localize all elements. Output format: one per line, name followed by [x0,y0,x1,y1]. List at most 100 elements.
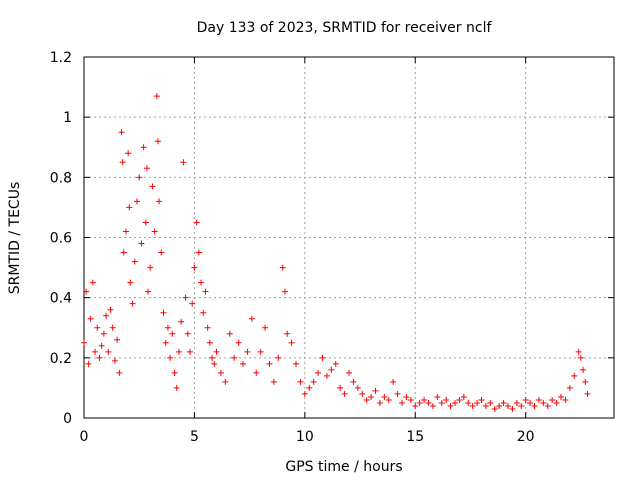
data-point [153,93,160,100]
data-point [87,315,94,322]
data-point [575,348,582,355]
x-tick-label: 20 [517,429,535,445]
data-point [114,336,121,343]
data-point [580,366,587,373]
y-tick-label: 1.2 [50,50,72,66]
data-point [118,129,125,136]
data-point [337,384,344,391]
data-point [184,330,191,337]
data-point [558,393,564,400]
data-point [240,360,246,367]
data-point [350,378,357,385]
data-point [257,348,264,355]
data-point [275,354,282,361]
data-point [328,366,335,373]
x-tick-label: 5 [190,429,199,445]
data-point [209,354,216,361]
grid-lines [84,57,614,418]
data-point [198,279,205,286]
data-point [266,360,273,367]
data-point [200,309,207,316]
data-point [116,369,123,376]
data-point [160,309,167,316]
data-point [460,393,467,400]
axis-ticks [83,56,614,419]
data-point [474,399,481,406]
data-series [81,93,591,412]
data-point [376,399,383,406]
data-point [500,399,507,406]
data-point [482,402,489,409]
data-point [122,228,129,235]
data-point [134,198,140,205]
data-point [407,396,414,403]
data-point [469,402,476,409]
data-point [262,324,269,331]
data-point [195,249,202,256]
data-point [149,183,156,190]
data-point [94,324,101,331]
data-point [297,378,304,385]
data-point [505,402,511,409]
data-point [509,405,516,412]
data-point [154,138,161,145]
data-point [434,393,441,400]
data-point [178,318,185,325]
data-point [182,294,189,301]
data-point [103,312,110,319]
data-point [549,396,556,403]
data-point [206,339,213,346]
data-point [281,288,288,295]
data-point [531,402,538,409]
data-point [126,204,133,211]
data-point [235,339,242,346]
data-point [167,354,174,361]
data-point [412,402,419,409]
data-point [566,384,573,391]
data-point [81,339,87,346]
data-point [319,354,326,361]
data-point [96,354,103,361]
data-point [151,228,158,235]
data-point [522,396,529,403]
data-point [527,399,534,406]
data-point [85,360,92,367]
data-point [403,393,410,400]
data-point [535,396,542,403]
data-point [447,402,454,409]
data-point [465,399,472,406]
data-point [158,249,165,256]
data-point [354,384,361,391]
data-point [359,390,366,397]
data-point [496,402,503,409]
data-point [293,360,299,367]
data-point [175,348,182,355]
data-point [92,348,99,355]
x-tick-label: 10 [296,429,314,445]
data-point [452,399,458,406]
y-tick-label: 1 [63,110,72,126]
data-point [544,402,551,409]
y-tick-label: 0.4 [50,291,72,307]
y-tick-labels: 0 0.2 0.4 0.6 0.8 1 1.2 [50,50,72,427]
data-point [202,288,209,295]
data-point [171,369,178,376]
data-point [438,399,445,406]
data-point [226,330,233,337]
data-point [111,357,118,364]
data-point [323,372,330,379]
data-point [478,396,485,403]
data-point [443,396,450,403]
data-point [577,354,584,361]
data-point [244,348,251,355]
data-point [416,399,423,406]
data-point [147,264,154,271]
data-point [173,384,180,391]
data-point [341,390,348,397]
data-point [204,324,211,331]
x-tick-label: 0 [80,429,89,445]
data-point [248,315,255,322]
data-point [346,369,352,376]
y-tick-label: 0.2 [50,351,72,367]
